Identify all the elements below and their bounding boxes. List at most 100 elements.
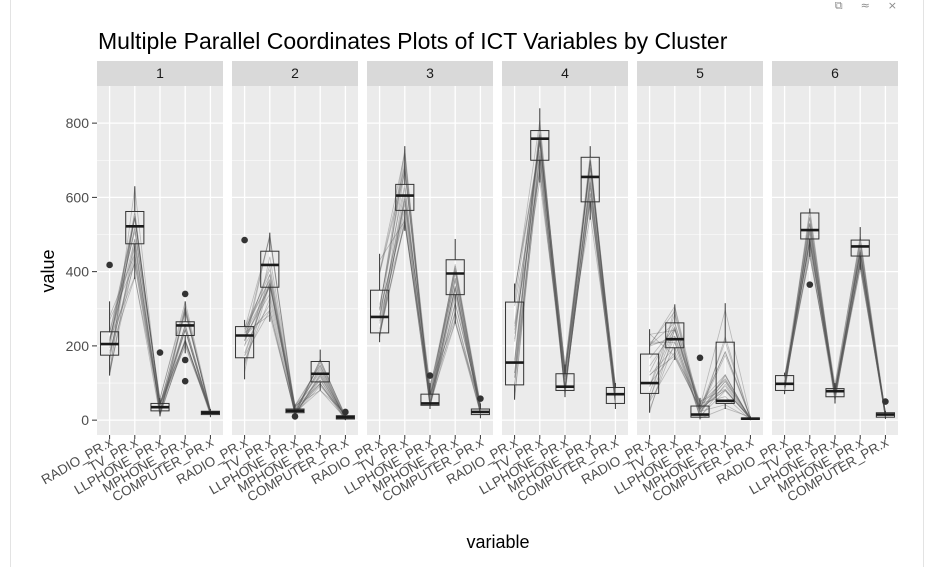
facet-strip [637, 61, 763, 86]
parallel-line [514, 120, 616, 390]
box-iqr [580, 156, 600, 203]
outlier-point [696, 354, 704, 362]
outlier-point [156, 349, 164, 356]
boxplot-computer-pr-x [605, 383, 625, 410]
box-iqr [555, 373, 575, 391]
parallel-line [514, 155, 616, 403]
boxplot-computer-pr-x [200, 409, 220, 418]
box-iqr [420, 393, 440, 406]
parallel-line [514, 137, 616, 389]
facet-panel-5: 5RADIO_PR.xTV_PR.xLLPHONE_PR.xMPHONE_PR.… [579, 61, 763, 505]
boxplot-tv-pr-x [395, 146, 415, 231]
parallel-line [649, 325, 751, 418]
parallel-line [649, 350, 751, 419]
outlier-point [241, 236, 248, 244]
parallel-line [514, 129, 616, 393]
facet-panel-6: 6RADIO_PR.xTV_PR.xLLPHONE_PR.xMPHONE_PR.… [714, 61, 898, 505]
parallel-line [379, 169, 481, 411]
parallel-line [109, 262, 211, 413]
boxplot-llphone-pr-x [150, 349, 170, 417]
parallel-line [379, 165, 481, 404]
outlier-point [181, 356, 189, 364]
facet-strip-label: 4 [561, 65, 569, 81]
parallel-line [784, 223, 886, 416]
y-axis-title: value [38, 249, 58, 292]
facet-strip-label: 1 [156, 65, 164, 81]
parallel-line [649, 333, 751, 419]
parallel-line [649, 328, 751, 419]
boxplot-tv-pr-x [800, 208, 820, 288]
box-iqr [825, 388, 845, 398]
boxplot-radio-pr-x [640, 329, 660, 413]
y-tick-label: 600 [66, 189, 90, 205]
parallel-line [514, 143, 616, 392]
facet-strip-label: 3 [426, 65, 434, 81]
parallel-line [109, 211, 211, 413]
parallel-line [379, 208, 481, 407]
parallel-line [784, 241, 886, 417]
outlier-point [806, 281, 814, 288]
parallel-line [784, 216, 886, 418]
boxplot-llphone-pr-x [420, 372, 440, 410]
y-tick-label: 200 [66, 338, 90, 354]
parallel-line [379, 149, 481, 409]
box-iqr [445, 259, 465, 296]
y-tick-label: 0 [81, 412, 89, 428]
boxplot-tv-pr-x [260, 232, 280, 322]
boxplot-mphone-pr-x [715, 303, 735, 410]
boxplot-computer-pr-x [740, 416, 760, 421]
parallel-line [379, 216, 481, 411]
boxplot-llphone-pr-x [555, 364, 575, 398]
outlier-point [882, 398, 889, 405]
boxplot-radio-pr-x [370, 253, 390, 343]
parallel-line [514, 139, 616, 406]
box-iqr [175, 321, 195, 336]
facet-strip [367, 61, 493, 86]
box-iqr [235, 326, 255, 359]
box-iqr [640, 353, 660, 394]
box-iqr [505, 301, 525, 386]
collapse-icon[interactable]: ≈ [860, 0, 870, 12]
boxplot-mphone-pr-x [310, 349, 330, 391]
boxplot-computer-pr-x [470, 395, 490, 419]
facet-panels: 1RADIO_PR.xTV_PR.xLLPHONE_PR.xMPHONE_PR.… [39, 61, 898, 505]
parallel-line [649, 346, 751, 420]
boxplot-mphone-pr-x [175, 290, 195, 385]
boxplot-radio-pr-x [775, 372, 795, 395]
parallel-line [379, 172, 481, 415]
parallel-line [784, 223, 886, 417]
boxplot-radio-pr-x [505, 283, 525, 400]
parallel-line [514, 125, 616, 397]
parallel-line [649, 341, 751, 420]
outlier-point [181, 290, 189, 298]
parallel-line [109, 217, 211, 415]
parallel-line [784, 251, 886, 418]
box-iqr [800, 212, 820, 240]
parallel-line [514, 149, 616, 404]
box-iqr [370, 289, 390, 334]
box-iqr [715, 341, 735, 404]
parallel-line [109, 276, 211, 414]
facet-panel-2: 2RADIO_PR.xTV_PR.xLLPHONE_PR.xMPHONE_PR.… [174, 61, 358, 505]
facet-strip-label: 2 [291, 65, 299, 81]
facet-strip [772, 61, 898, 86]
parallel-line [109, 245, 211, 416]
outlier-point [477, 395, 484, 402]
boxplot-tv-pr-x [530, 108, 550, 183]
parallel-line [784, 233, 886, 416]
facet-strip [97, 61, 223, 86]
restore-icon[interactable]: ⧉ [834, 0, 843, 12]
boxplot-computer-pr-x [875, 398, 895, 420]
y-tick-label: 400 [66, 264, 90, 280]
parallel-line [784, 238, 886, 414]
close-icon[interactable]: × [887, 0, 897, 12]
chart-title: Multiple Parallel Coordinates Plots of I… [98, 28, 728, 54]
boxplot-computer-pr-x [335, 408, 355, 421]
window-controls: ⧉ ≈ × [835, 0, 897, 14]
plot-viewer-frame [10, 0, 924, 567]
facet-strip [232, 61, 358, 86]
facet-strip-label: 6 [831, 65, 839, 81]
box-iqr [395, 183, 415, 211]
box-iqr [260, 250, 280, 288]
